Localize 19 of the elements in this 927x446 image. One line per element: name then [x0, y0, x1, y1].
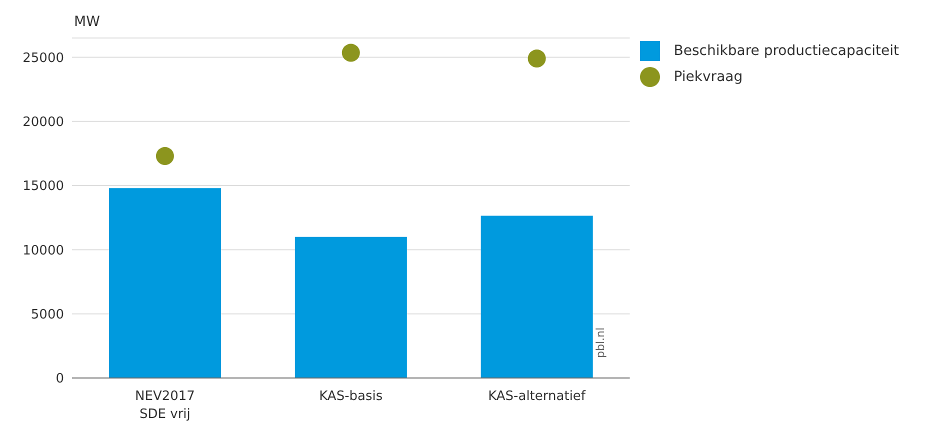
point	[528, 50, 546, 68]
bar	[294, 236, 407, 378]
legend-label: Piekvraag	[674, 69, 743, 85]
legend-label: Beschikbare productiecapaciteit	[674, 43, 899, 59]
y-tick-label: 25000	[22, 50, 64, 66]
point	[156, 147, 174, 166]
x-tick-label: NEV2017 SDE vrij	[135, 389, 195, 422]
point	[342, 44, 360, 62]
bar	[480, 216, 593, 378]
y-axis-title: MW	[74, 14, 100, 30]
x-tick-label: KAS-alternatief	[488, 389, 586, 404]
y-tick-label: 0	[56, 372, 64, 387]
y-tick-label: 15000	[22, 179, 64, 194]
bar	[109, 188, 221, 378]
y-tick-label: 10000	[22, 243, 64, 258]
x-tick-label: KAS-basis	[319, 389, 383, 404]
y-tick-label: 5000	[30, 307, 64, 322]
y-tick-label: 20000	[22, 115, 64, 130]
annotation: pbl.nl	[594, 327, 607, 358]
